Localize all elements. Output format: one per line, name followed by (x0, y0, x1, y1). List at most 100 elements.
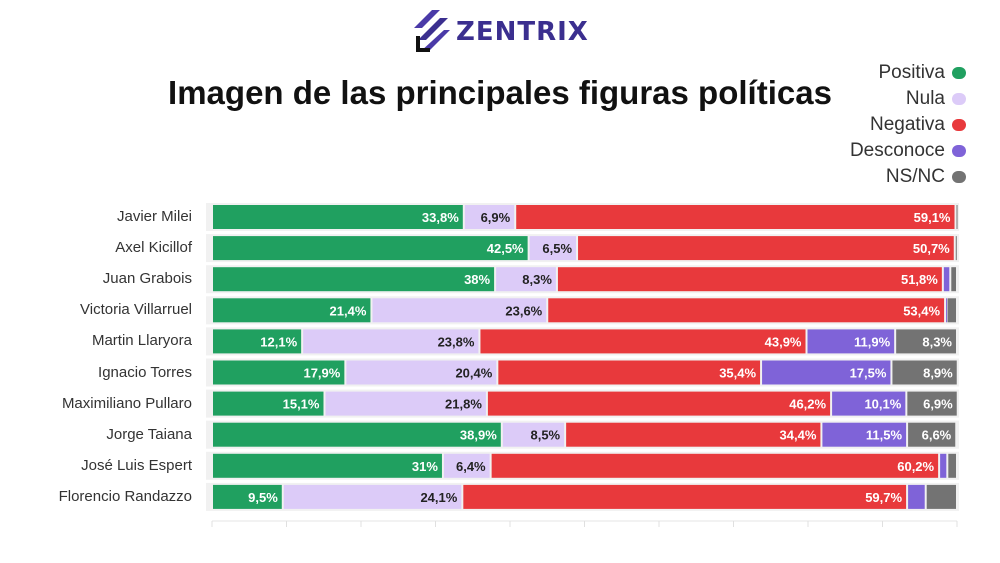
data-label: 38% (464, 272, 490, 287)
data-label: 6,4% (456, 459, 486, 474)
data-label: 20,4% (455, 366, 492, 381)
bar-desconoce (943, 267, 950, 292)
bar-desconoce (762, 360, 891, 385)
bar-nula (372, 298, 547, 323)
category-label: Axel Kicillof (115, 239, 192, 257)
data-label: 6,5% (542, 241, 572, 256)
data-label: 51,8% (901, 272, 938, 287)
data-label: 12,1% (260, 334, 297, 349)
bar-negativa (516, 205, 955, 229)
bar-negativa (487, 391, 831, 416)
zentrix-logo-icon (414, 10, 450, 52)
bar-nula (529, 236, 577, 261)
bar-negativa (498, 360, 761, 385)
bar-positiva (213, 298, 371, 323)
bar-desconoce (832, 391, 906, 416)
data-label: 6,6% (922, 428, 952, 443)
category-label: Javier Milei (116, 208, 192, 225)
legend-swatch (952, 145, 966, 157)
data-label: 23,6% (505, 303, 542, 318)
bar-nsnc (955, 236, 957, 261)
bar-nsnc (948, 453, 956, 478)
bar-desconoce (946, 298, 948, 323)
bar-negativa (463, 484, 907, 509)
bar-nsnc (956, 205, 958, 229)
logo: ZENTRIX (414, 10, 589, 54)
legend-label: Negativa (870, 114, 945, 135)
bar-nula (346, 360, 497, 385)
category-label: Jorge Taiana (106, 425, 192, 443)
bar-negativa (548, 298, 945, 323)
logo-text: ZENTRIX (456, 17, 589, 47)
bar-nula (325, 391, 486, 416)
bar-negativa (491, 453, 939, 478)
bar-positiva (213, 422, 501, 447)
bar-positiva (213, 205, 463, 229)
data-label: 23,8% (438, 334, 475, 349)
bar-positiva (213, 484, 282, 509)
bar-nsnc (908, 422, 956, 447)
data-label: 6,9% (481, 210, 511, 225)
data-label: 42,5% (487, 241, 524, 256)
bar-desconoce (908, 484, 925, 509)
data-label: 31% (412, 459, 438, 474)
data-label: 50,7% (913, 241, 950, 256)
data-label: 6,9% (923, 397, 953, 412)
data-label: 8,9% (923, 366, 953, 381)
chart-title: Imagen de las principales figuras políti… (168, 74, 832, 111)
data-label: 35,4% (719, 366, 756, 381)
data-label: 59,1% (914, 210, 951, 225)
bar-nula (283, 484, 462, 509)
bar-nsnc (951, 267, 956, 292)
legend-swatch (952, 67, 966, 79)
legend-item: NS/NC (850, 164, 966, 190)
legend-label: NS/NC (885, 166, 945, 187)
bar-nula (502, 422, 565, 447)
bar-nula (464, 205, 515, 229)
legend-item: Negativa (850, 112, 966, 138)
data-label: 33,8% (422, 210, 459, 225)
category-label: Martin Llaryora (91, 332, 192, 350)
legend-item: Desconoce (850, 138, 966, 164)
bar-nula (496, 267, 556, 292)
data-label: 17,5% (850, 366, 887, 381)
data-label: 8,3% (922, 334, 952, 349)
data-label: 11,5% (866, 428, 903, 443)
data-label: 43,9% (765, 334, 802, 349)
legend-label: Nula (905, 88, 945, 109)
data-label: 24,1% (420, 490, 457, 505)
data-label: 8,3% (522, 272, 552, 287)
bar-negativa (557, 267, 942, 292)
data-label: 15,1% (283, 397, 320, 412)
bar-desconoce (807, 329, 895, 354)
data-label: 21,8% (445, 397, 482, 412)
data-label: 8,5% (530, 428, 560, 443)
data-label: 53,4% (903, 303, 940, 318)
data-label: 34,4% (780, 428, 817, 443)
legend-label: Positiva (878, 62, 945, 83)
bar-nsnc (892, 360, 957, 385)
bar-negativa (480, 329, 806, 354)
bar-nsnc (947, 298, 956, 323)
data-label: 11,9% (854, 334, 891, 349)
bar-positiva (213, 236, 528, 261)
bar-nsnc (907, 391, 957, 416)
category-label: Florencio Randazzo (58, 487, 192, 505)
legend-swatch (952, 171, 966, 183)
bar-desconoce (822, 422, 907, 447)
category-label: José Luis Espert (81, 456, 192, 474)
data-label: 10,1% (864, 397, 901, 412)
bar-nula (443, 453, 490, 478)
bar-negativa (578, 236, 954, 261)
category-label: Ignacio Torres (98, 363, 192, 381)
data-label: 60,2% (897, 459, 934, 474)
data-label: 46,2% (789, 397, 826, 412)
bar-positiva (213, 453, 442, 478)
legend-item: Nula (850, 86, 966, 112)
bar-positiva (213, 329, 302, 354)
legend-swatch (952, 93, 966, 105)
legend-swatch (952, 119, 966, 131)
data-label: 9,5% (248, 490, 278, 505)
